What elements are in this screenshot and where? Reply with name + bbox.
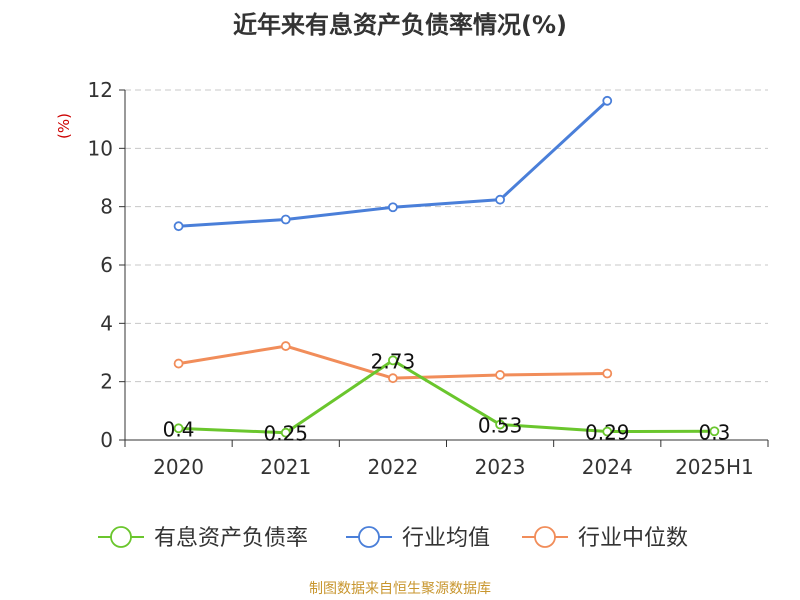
x-tick-label: 2025H1 (675, 455, 754, 479)
data-point (602, 426, 613, 437)
x-tick-label: 2024 (582, 455, 633, 479)
legend-item: 行业均值 (346, 526, 490, 551)
legend-marker (110, 526, 132, 548)
data-label: 0.3 (699, 420, 731, 444)
source-note: 制图数据来自恒生聚源数据库 (309, 581, 491, 597)
data-point (709, 426, 720, 437)
data-point (388, 202, 398, 213)
y-tick-label: 0 (100, 428, 113, 452)
data-label: 0.53 (478, 414, 523, 438)
data-point (280, 341, 291, 351)
axes: 0 2 4 6 8 10 12 2020 2021 2022 2023 2024 2025H1 (88, 78, 769, 479)
grid-lines (125, 89, 768, 383)
data-point (173, 358, 184, 369)
y-tick-label: 2 (100, 370, 113, 394)
y-axis-label: (%) (55, 113, 73, 139)
series-layer (173, 95, 720, 438)
x-tick-label: 2023 (475, 455, 526, 479)
legend-marker (534, 526, 556, 548)
data-point (495, 194, 505, 205)
legend-label: 行业中位数 (578, 526, 688, 551)
legend-item: 行业中位数 (522, 526, 688, 551)
data-point (602, 95, 613, 106)
chart-title: 近年来有息资产负债率情况(%) (233, 11, 567, 39)
data-point (602, 368, 613, 379)
data-point (173, 221, 184, 232)
data-label: 0.25 (263, 422, 308, 446)
y-tick-label: 8 (100, 195, 113, 219)
x-tick-label: 2021 (260, 455, 311, 479)
data-point (388, 355, 398, 366)
y-tick-label: 12 (88, 78, 113, 102)
legend: 有息资产负债率 行业均值 行业中位数 (98, 526, 688, 551)
y-tick-label: 6 (100, 253, 113, 277)
data-point (280, 427, 291, 438)
series-line (178, 358, 715, 435)
y-tick-label: 4 (100, 311, 113, 335)
data-point (280, 214, 291, 225)
data-point (495, 419, 505, 430)
data-label: 2.73 (371, 349, 416, 373)
legend-label: 行业均值 (402, 526, 490, 551)
data-label: 0.29 (585, 421, 630, 445)
data-labels: 0.4 0.25 2.73 0.53 0.29 0.3 (163, 349, 731, 445)
x-tick-label: 2022 (367, 455, 418, 479)
data-point (388, 373, 398, 384)
legend-marker (358, 526, 380, 548)
legend-item: 有息资产负债率 (98, 526, 308, 551)
legend-label: 有息资产负债率 (154, 526, 308, 551)
data-point (495, 370, 505, 380)
x-tick-label: 2020 (153, 455, 204, 479)
data-label: 0.4 (163, 417, 195, 441)
y-tick-label: 10 (88, 136, 113, 160)
data-point (173, 423, 184, 434)
